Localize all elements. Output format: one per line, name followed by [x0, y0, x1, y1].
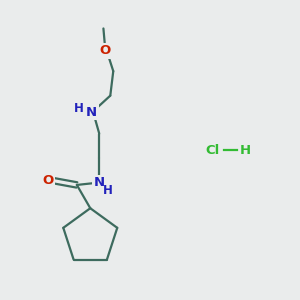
Text: O: O	[99, 44, 110, 57]
Text: H: H	[239, 143, 250, 157]
Text: N: N	[94, 176, 105, 189]
Text: Cl: Cl	[206, 143, 220, 157]
Text: H: H	[103, 184, 112, 197]
Text: O: O	[42, 174, 53, 187]
Text: N: N	[86, 106, 97, 118]
Text: H: H	[74, 102, 84, 115]
